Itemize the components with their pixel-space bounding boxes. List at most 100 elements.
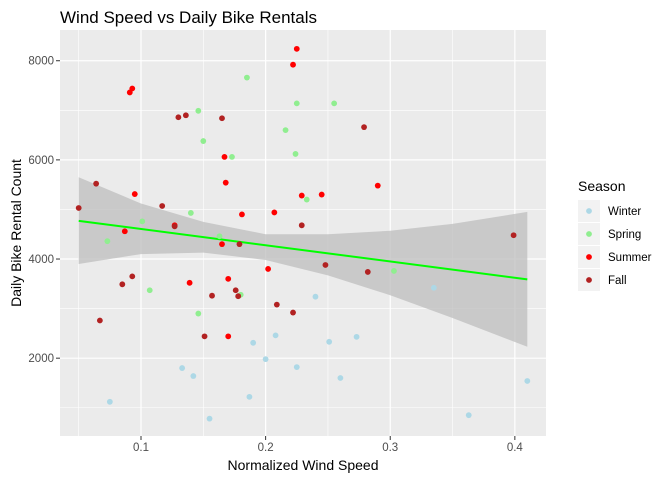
spring-point: [282, 127, 289, 134]
spring-point: [292, 151, 299, 157]
spring-point: [200, 138, 207, 144]
summer-point: [219, 241, 225, 248]
spring-point: [331, 100, 338, 107]
y-axis-title: Daily Bike Rental Count: [8, 159, 24, 307]
legend-items: Winter Spring Summer Fall: [578, 200, 652, 291]
summer-point: [265, 266, 272, 272]
fall-point: [273, 301, 280, 308]
fall-point: [510, 232, 517, 239]
fall-point: [96, 317, 103, 324]
summer-point: [221, 154, 228, 160]
summer-point: [121, 228, 128, 235]
data-points-layer: [75, 45, 531, 422]
spring-point: [293, 100, 300, 107]
x-axis-ticks: 0.1 0.2 0.3 0.4: [133, 436, 523, 454]
summer-point: [293, 45, 300, 52]
legend-swatch-winter: [586, 208, 592, 214]
winter-point: [250, 339, 257, 346]
legend-swatch-summer: [586, 254, 592, 260]
legend-label-fall: Fall: [608, 275, 627, 287]
spring-point: [216, 233, 223, 240]
winter-point: [465, 412, 472, 419]
x-tick-label: 0.4: [507, 442, 524, 454]
y-tick-label: 2000: [28, 353, 54, 365]
spring-point: [195, 107, 202, 114]
winter-point: [524, 378, 531, 384]
winter-point: [262, 356, 269, 363]
fall-point: [298, 222, 305, 229]
summer-point: [318, 191, 325, 198]
spring-point: [303, 196, 310, 203]
winter-point: [190, 373, 197, 379]
y-tick-label: 8000: [28, 56, 54, 68]
summer-point: [186, 279, 193, 286]
winter-point: [353, 333, 360, 340]
y-tick-label: 6000: [28, 155, 54, 167]
fall-point: [129, 273, 136, 280]
x-tick-label: 0.2: [258, 442, 274, 454]
legend-title: Season: [578, 178, 625, 194]
fall-point: [232, 287, 239, 294]
fall-point: [75, 205, 82, 211]
fall-point: [364, 269, 371, 275]
spring-point: [187, 210, 194, 216]
chart-title: Wind Speed vs Daily Bike Rentals: [60, 8, 317, 27]
fall-point: [171, 223, 178, 230]
legend-label-summer: Summer: [608, 252, 652, 264]
legend-swatch-spring: [586, 231, 592, 237]
winter-point: [326, 338, 333, 345]
fall-point: [159, 203, 166, 209]
x-axis-title: Normalized Wind Speed: [228, 457, 379, 473]
winter-point: [206, 415, 213, 422]
legend-swatch-fall: [586, 277, 592, 283]
y-tick-label: 4000: [28, 254, 54, 266]
fall-point: [236, 241, 243, 248]
winter-point: [312, 293, 319, 300]
legend-label-winter: Winter: [608, 206, 641, 218]
summer-point: [222, 179, 229, 186]
y-axis-ticks: 2000 4000 6000 8000: [28, 56, 60, 365]
winter-point: [293, 364, 300, 370]
summer-point: [129, 85, 136, 92]
trend-line: [78, 219, 528, 281]
spring-point: [104, 238, 111, 245]
summer-point: [290, 61, 296, 68]
legend-item-fall: Fall: [578, 269, 627, 291]
summer-point: [298, 192, 305, 199]
summer-point: [239, 211, 245, 218]
x-tick-label: 0.1: [133, 442, 149, 454]
summer-point: [225, 333, 232, 340]
fall-point: [290, 309, 296, 316]
legend-item-winter: Winter: [578, 200, 641, 222]
fall-point: [361, 124, 367, 131]
spring-point: [244, 74, 250, 81]
fall-point: [175, 114, 182, 121]
winter-point: [430, 284, 437, 291]
fall-point: [119, 281, 126, 288]
spring-point: [195, 310, 202, 317]
fall-point: [182, 112, 189, 119]
winter-point: [106, 398, 113, 405]
legend-label-spring: Spring: [608, 229, 641, 241]
confidence-band-layer: [78, 177, 528, 347]
winter-point: [179, 365, 186, 371]
winter-point: [337, 375, 344, 381]
spring-point: [139, 218, 146, 225]
fall-point: [201, 333, 208, 340]
summer-point: [271, 209, 278, 216]
legend-item-summer: Summer: [578, 246, 652, 268]
trend-line-layer: [78, 219, 528, 281]
fall-point: [93, 180, 100, 187]
x-tick-label: 0.3: [382, 442, 398, 454]
spring-point: [146, 287, 153, 294]
spring-point: [229, 154, 235, 160]
winter-point: [272, 332, 279, 339]
fall-point: [219, 115, 225, 122]
winter-point: [246, 393, 253, 400]
confidence-band: [78, 177, 528, 347]
legend: Season Winter Spring Summer Fall: [578, 178, 652, 291]
summer-point: [225, 275, 232, 282]
legend-item-spring: Spring: [578, 223, 641, 245]
fall-point: [209, 292, 215, 299]
